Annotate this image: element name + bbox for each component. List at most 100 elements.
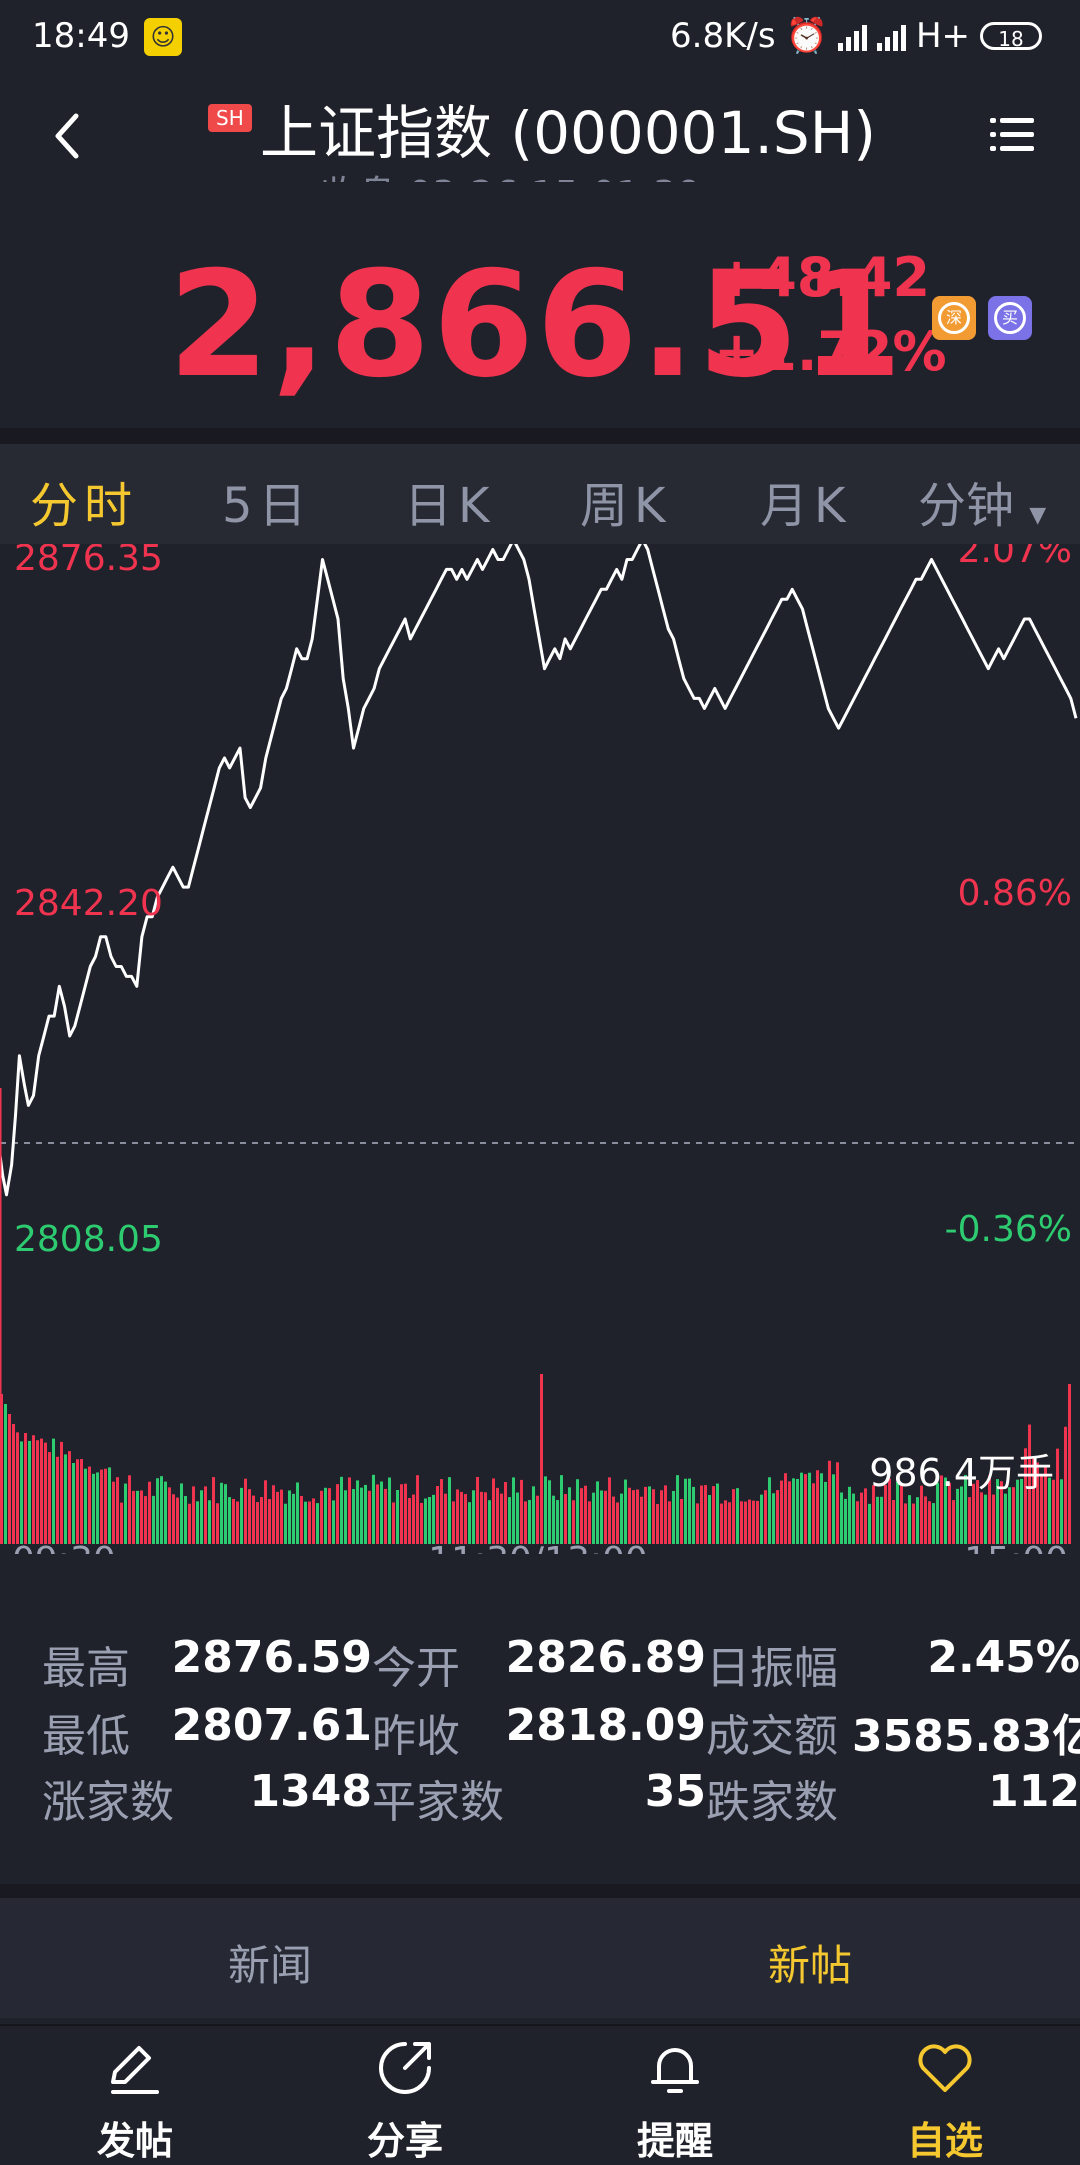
volume-bar (216, 1503, 219, 1544)
volume-bar (584, 1485, 587, 1544)
volume-bar (644, 1486, 647, 1544)
tab-news[interactable]: 新闻 (227, 1941, 312, 1990)
volume-bar (672, 1491, 675, 1544)
volume-bar (792, 1478, 795, 1544)
volume-bar (872, 1485, 875, 1544)
volume-bar (1068, 1384, 1071, 1544)
volume-bar (200, 1490, 203, 1544)
subtitle-container: 收盘 03-26 15:01:39 (300, 160, 780, 182)
pen-icon (111, 2046, 159, 2094)
volume-bar (348, 1477, 351, 1544)
volume-bar (996, 1479, 999, 1544)
volume-bar (244, 1478, 247, 1544)
volume-bar (160, 1476, 163, 1544)
stat-label: 成交额 (706, 1711, 838, 1762)
tab-minute-dropdown[interactable]: 分钟 ▼ (918, 466, 1046, 536)
volume-bar (876, 1496, 879, 1544)
volume-bar (436, 1486, 439, 1544)
volume-bar (520, 1479, 523, 1544)
volume-bar (88, 1466, 91, 1544)
no-stock-connect-icon[interactable]: 深 (932, 296, 976, 340)
volume-bar (392, 1502, 395, 1544)
volume-bar (800, 1472, 803, 1544)
volume-bar (664, 1485, 667, 1544)
volume-bar (652, 1489, 655, 1544)
watchlist-button[interactable]: 自选 (810, 2026, 1080, 2163)
tab-daily-k[interactable]: 日K (404, 478, 496, 534)
nav-label: 自选 (906, 2119, 983, 2163)
volume-bar (708, 1495, 711, 1544)
volume-bar (56, 1456, 59, 1544)
tab-intraday[interactable]: 分时 (30, 478, 139, 534)
volume-bar (224, 1484, 227, 1544)
volume-bar (288, 1490, 291, 1544)
menu-button[interactable] (990, 114, 1034, 158)
volume-bar (596, 1481, 599, 1544)
stat-value: 112 (988, 1766, 1080, 1817)
volume-bar (456, 1489, 459, 1544)
volume-bar (324, 1487, 327, 1544)
volume-bar (496, 1487, 499, 1544)
stat-value: 2807.61 (171, 1700, 372, 1751)
pct-label-top: 2.07% (958, 544, 1072, 571)
post-button[interactable]: 发帖 (0, 2026, 270, 2163)
caret-down-icon: ▼ (1029, 503, 1047, 528)
volume-bar (12, 1424, 15, 1544)
heart-icon (918, 2044, 972, 2092)
volume-bar (744, 1501, 747, 1544)
volume-bar (152, 1495, 155, 1544)
back-button[interactable] (48, 108, 88, 164)
tab-5day[interactable]: 5日 (222, 478, 313, 534)
volume-bar (408, 1497, 411, 1544)
nav-label: 分享 (366, 2119, 443, 2163)
volume-bar (1000, 1481, 1003, 1544)
volume-bar (128, 1475, 131, 1544)
volume-bar (676, 1475, 679, 1544)
volume-bar (96, 1472, 99, 1544)
volume-bar (132, 1490, 135, 1544)
volume-bar (840, 1492, 843, 1544)
volume-bar (124, 1483, 127, 1544)
volume-bar (844, 1498, 847, 1544)
price-change-percent: +1.72% (714, 320, 947, 383)
volume-bar (804, 1474, 807, 1544)
volume-bar (628, 1487, 631, 1544)
volume-bar (516, 1492, 519, 1544)
volume-bar (500, 1493, 503, 1544)
volume-bar (68, 1451, 71, 1544)
tab-weekly-k[interactable]: 周K (580, 478, 672, 534)
volume-bar (968, 1497, 971, 1544)
volume-bar (924, 1496, 927, 1544)
volume-bar (464, 1494, 467, 1544)
volume-bar (268, 1499, 271, 1544)
stat-label: 日振幅 (706, 1643, 838, 1694)
battery-icon: 18 (980, 22, 1042, 51)
volume-bar (728, 1502, 731, 1544)
volume-bar (1024, 1448, 1027, 1544)
volume-bar (1064, 1426, 1067, 1544)
volume-bar (40, 1438, 43, 1544)
volume-bar (104, 1468, 107, 1544)
volume-bar (988, 1475, 991, 1544)
volume-bar (692, 1486, 695, 1544)
volume-bar (284, 1503, 287, 1544)
volume-label: 986.4万手 (869, 1451, 1054, 1495)
volume-bar (136, 1490, 139, 1544)
volume-bar (772, 1493, 775, 1544)
tab-new-posts[interactable]: 新帖 (767, 1941, 852, 1990)
volume-bar (572, 1500, 575, 1544)
page-subtitle: 收盘 03-26 15:01:39 (320, 164, 701, 182)
intraday-chart[interactable]: 2876.35 2842.20 2808.05 2.07% 0.86% -0.3… (0, 544, 1080, 1554)
volume-bar (444, 1493, 447, 1544)
tab-monthly-k[interactable]: 月K (760, 478, 852, 534)
no-buy-icon[interactable]: 买 (988, 296, 1032, 340)
volume-bar (912, 1503, 915, 1544)
volume-bar (908, 1495, 911, 1544)
volume-bar (1020, 1478, 1023, 1544)
volume-bar (108, 1467, 111, 1544)
share-button[interactable]: 分享 (270, 2026, 540, 2163)
volume-bar (20, 1441, 23, 1544)
volume-bar (548, 1480, 551, 1544)
volume-bar (560, 1475, 563, 1544)
reminder-button[interactable]: 提醒 (540, 2026, 810, 2163)
